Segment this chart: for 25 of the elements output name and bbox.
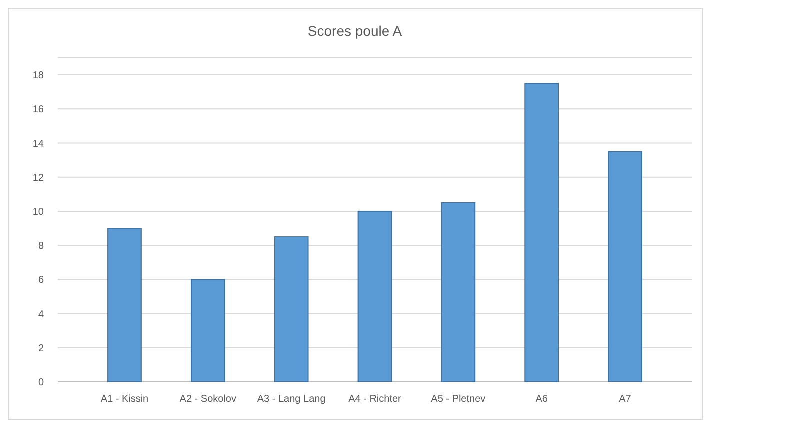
bar <box>108 228 142 382</box>
x-tick-label: A1 - Kissin <box>100 394 149 405</box>
y-tick-label: 0 <box>38 378 44 388</box>
x-tick-label: A7 <box>619 394 632 405</box>
x-tick-label: A6 <box>536 394 548 405</box>
bar <box>274 236 309 382</box>
y-tick-label: 12 <box>32 172 44 184</box>
y-tick-label: 4 <box>38 309 44 320</box>
y-tick-label: 10 <box>32 206 44 218</box>
bar <box>608 151 642 382</box>
y-tick-label: 6 <box>38 275 44 286</box>
bar <box>190 279 226 382</box>
bar <box>524 83 560 382</box>
bar <box>441 202 476 382</box>
x-tick-label: A3 - Lang Lang <box>257 394 326 405</box>
y-tick-label: 8 <box>38 241 44 252</box>
y-tick-label: 18 <box>32 70 44 82</box>
y-tick-label: 2 <box>38 343 44 354</box>
x-tick-label: A2 - Sokolov <box>180 394 237 405</box>
x-tick-label: A5 - Pletnev <box>431 394 486 405</box>
chart-title: Scores poule A <box>308 23 403 39</box>
bar <box>358 210 392 382</box>
y-tick-label: 16 <box>32 104 44 116</box>
y-tick-label: 14 <box>32 138 44 150</box>
x-tick-label: A4 - Richter <box>348 394 402 405</box>
